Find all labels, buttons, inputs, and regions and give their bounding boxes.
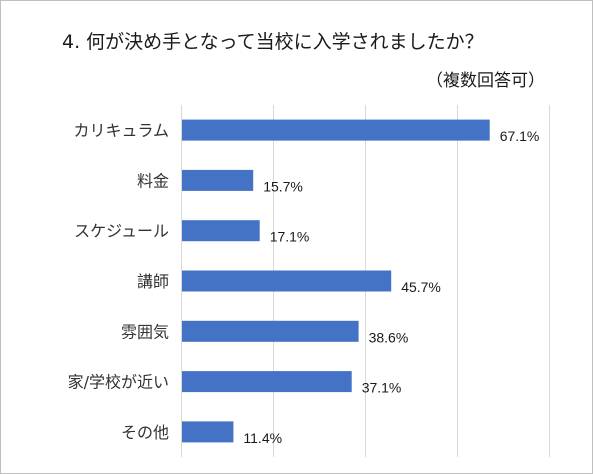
- data-label: 67.1%: [500, 128, 540, 144]
- category-label: 家/学校が近い: [68, 373, 169, 392]
- bar: [182, 371, 352, 393]
- bar: [182, 421, 234, 443]
- bar: [182, 270, 392, 292]
- data-label: 11.4%: [243, 430, 282, 446]
- data-label: 15.7%: [263, 178, 303, 194]
- data-label: 38.6%: [369, 329, 409, 345]
- category-label: 講師: [137, 272, 169, 291]
- category-label: スケジュール: [74, 222, 169, 241]
- data-label: 37.1%: [362, 380, 402, 396]
- chart-title: 4. 何が決め手となって当校に入学されましたか？: [62, 31, 484, 53]
- data-label: 17.1%: [270, 229, 310, 245]
- data-label: 45.7%: [401, 279, 441, 295]
- category-label: 雰囲気: [121, 322, 169, 341]
- labels: カリキュラム 67.1% 料金 15.7% スケジュール 17.1% 講師 45.7% 雰囲気 3…: [68, 121, 540, 446]
- category-label: その他: [121, 423, 169, 442]
- category-label: 料金: [137, 171, 169, 190]
- bar: [182, 320, 359, 342]
- bar: [182, 169, 254, 191]
- bar: [182, 220, 260, 242]
- bars: [182, 119, 490, 443]
- chart-subtitle: （複数回答可）: [426, 71, 545, 91]
- category-label: カリキュラム: [73, 121, 169, 140]
- bar: [182, 119, 490, 141]
